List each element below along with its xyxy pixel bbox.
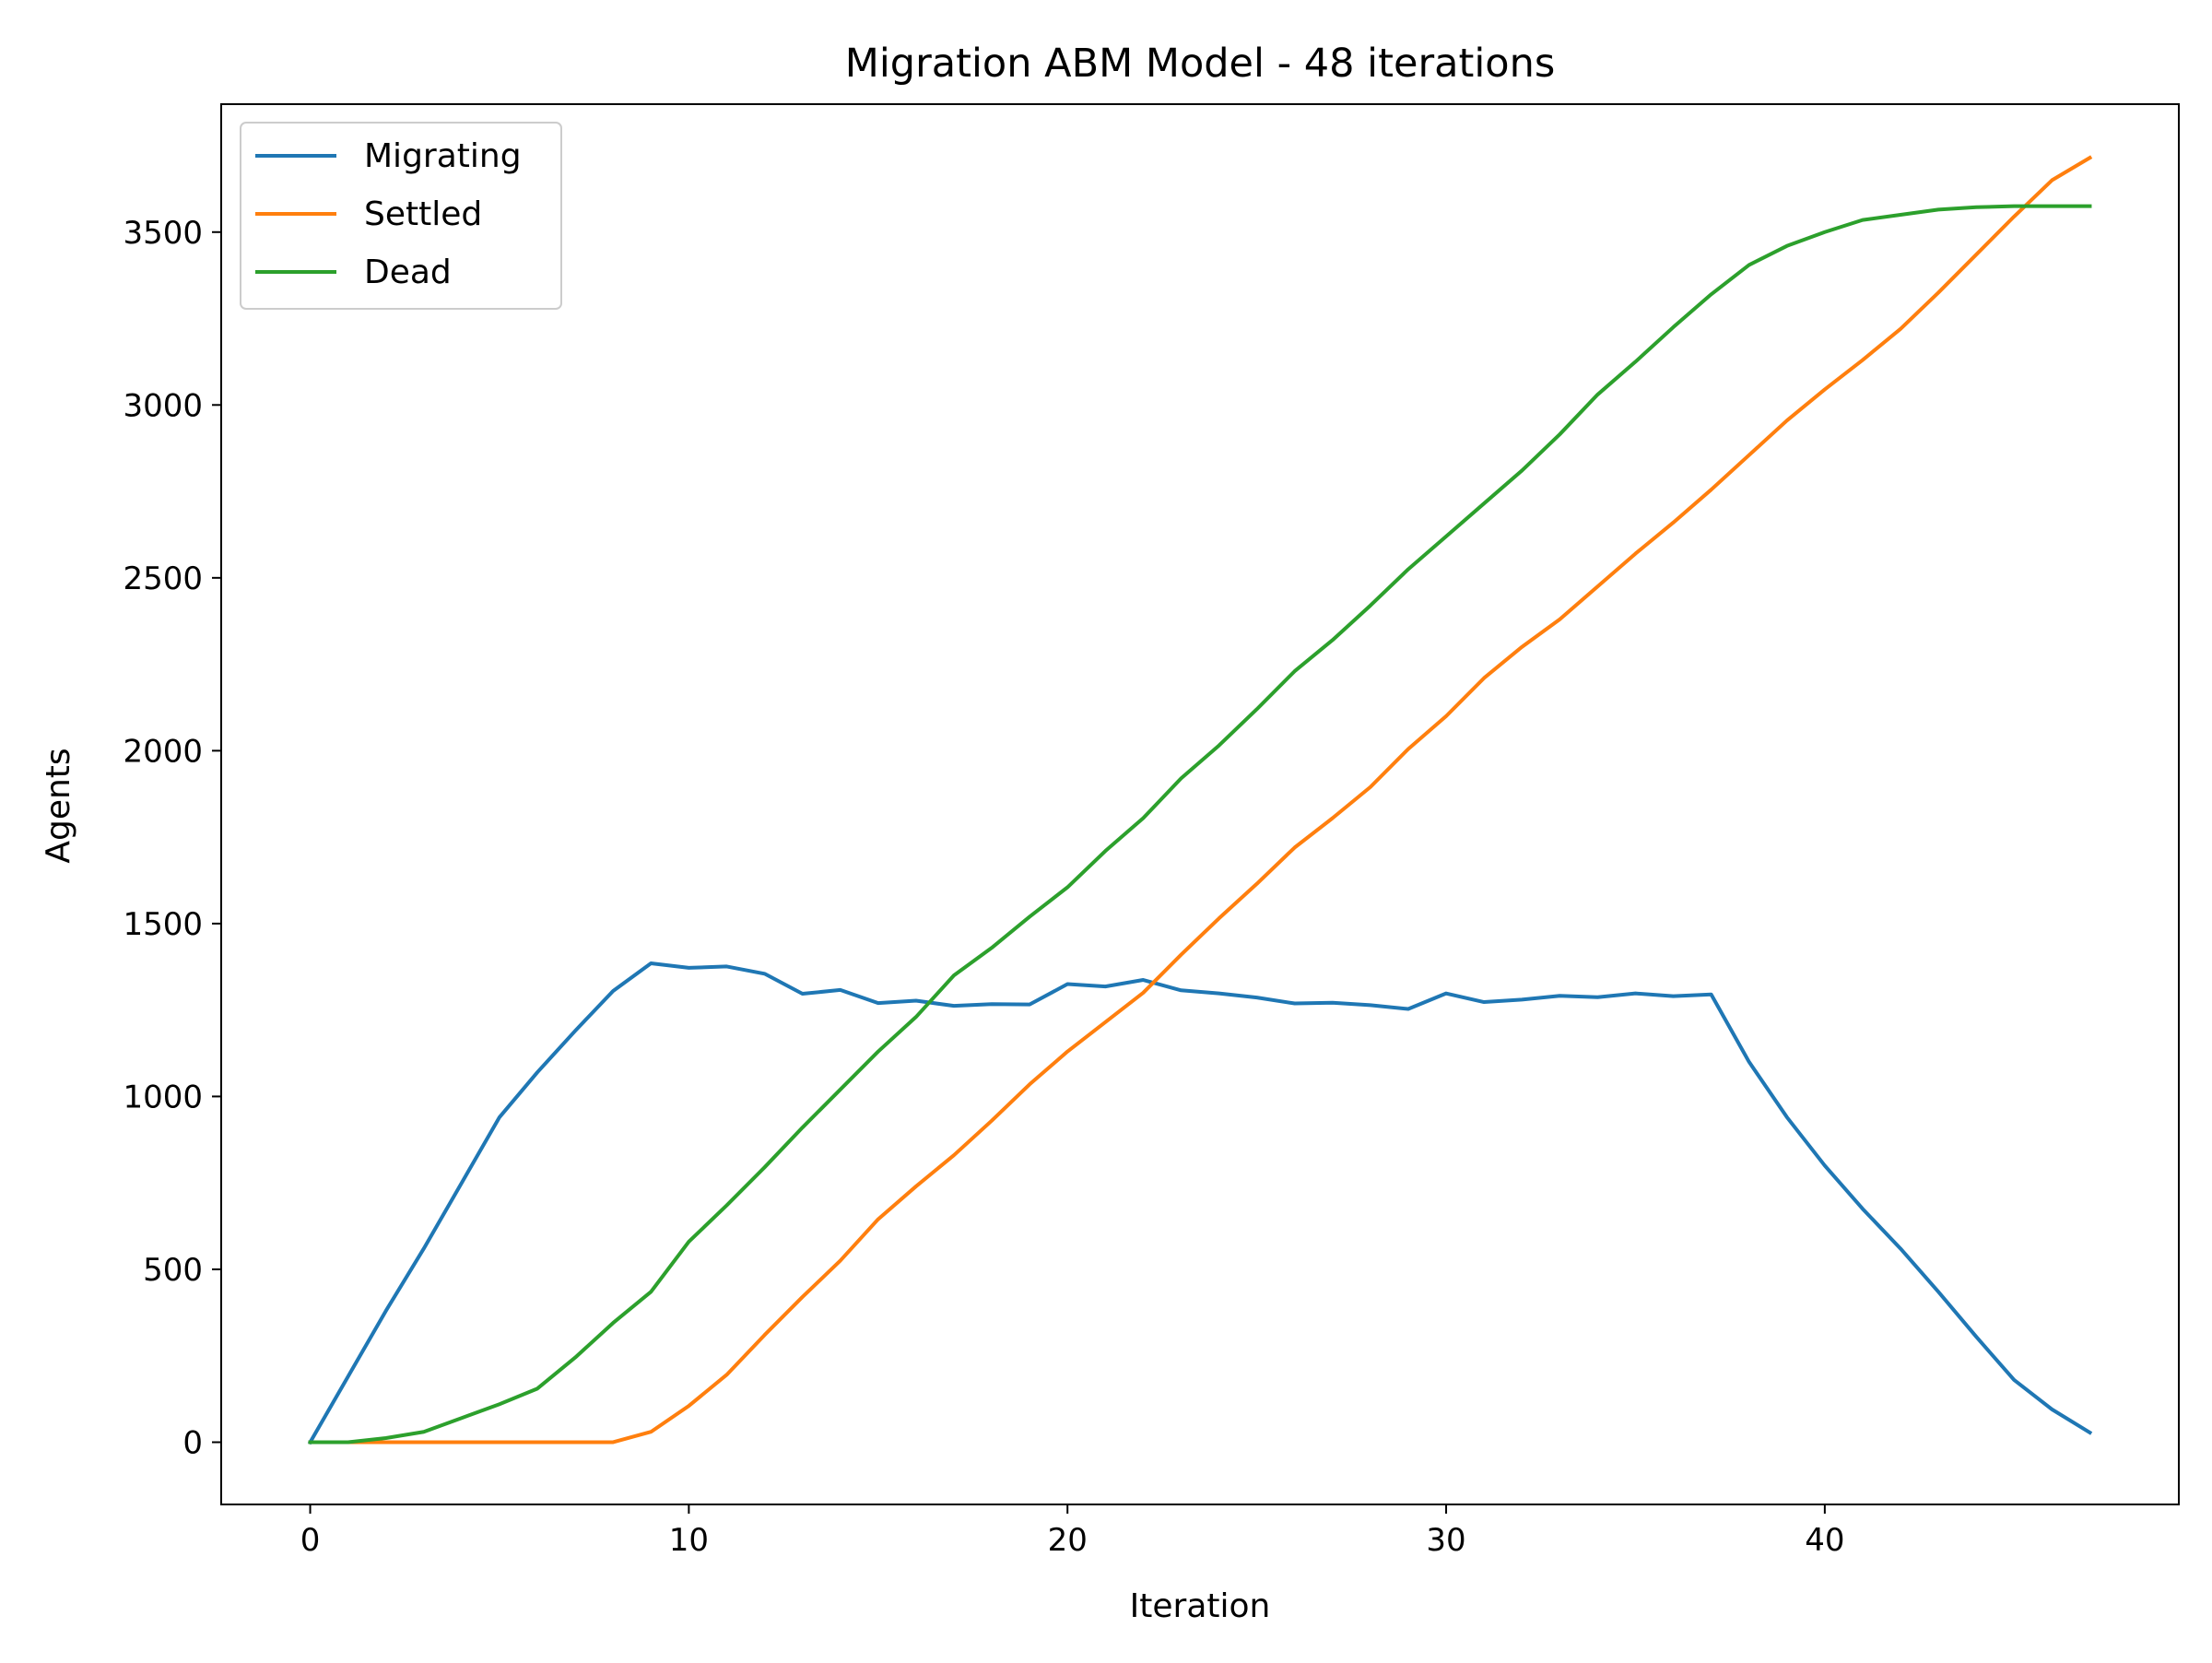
x-axis-label: Iteration: [1130, 1587, 1271, 1625]
x-tick-label: 40: [1805, 1522, 1844, 1559]
plot-area-frame: [220, 103, 2180, 1505]
plot-lines: [307, 155, 2093, 1445]
x-tick-label: 10: [669, 1522, 709, 1559]
series-line-settled: [308, 155, 2093, 1445]
y-tick-label: 3500: [123, 215, 203, 252]
x-tick-label: 0: [300, 1522, 321, 1559]
legend-label-dead: Dead: [364, 254, 452, 291]
y-tick-label: 2500: [123, 560, 203, 597]
series-line-dead: [308, 204, 2092, 1445]
y-tick-label: 0: [182, 1424, 203, 1461]
y-axis-label: Agents: [40, 748, 77, 863]
legend-box: [240, 122, 562, 310]
series-line-migrating: [307, 961, 2093, 1445]
axis-ticks: 0 10 20 30 40 0 500 1000 1500 2000 2500 3000 3500: [123, 215, 1844, 1559]
legend-label-settled: Settled: [364, 195, 482, 233]
legend: Migrating Settled Dead: [240, 122, 562, 310]
chart-title: Migration ABM Model - 48 iterations: [845, 41, 1556, 87]
x-tick-label: 20: [1048, 1522, 1088, 1559]
y-tick-label: 3000: [123, 387, 203, 424]
x-tick-label: 30: [1426, 1522, 1465, 1559]
y-tick-label: 2000: [123, 733, 203, 770]
y-tick-label: 1500: [123, 906, 203, 943]
legend-label-migrating: Migrating: [364, 137, 522, 175]
y-tick-label: 500: [143, 1252, 203, 1289]
y-tick-label: 1000: [123, 1079, 203, 1115]
